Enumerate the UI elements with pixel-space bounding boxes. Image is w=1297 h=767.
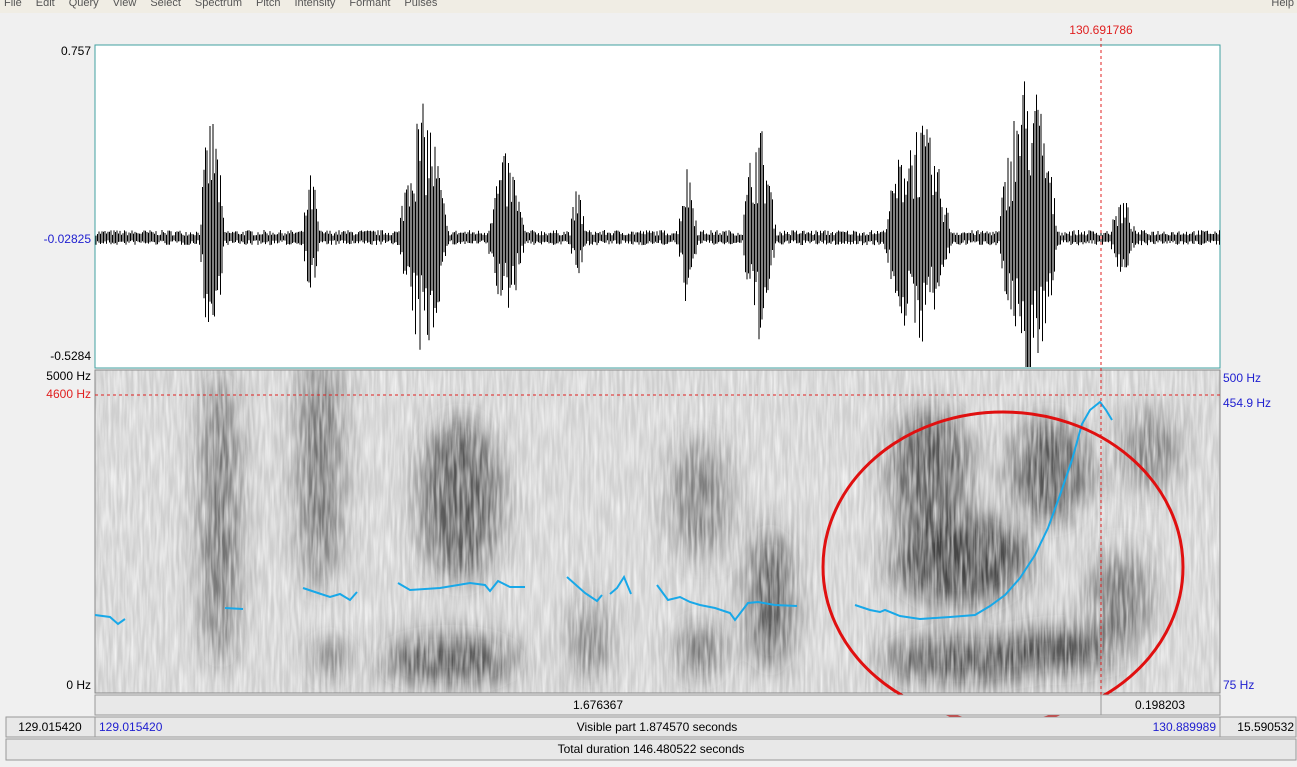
wave-max: 0.757 — [61, 44, 91, 58]
selection-right: 0.198203 — [1135, 698, 1185, 712]
visible-end: 130.889989 — [1153, 720, 1217, 734]
total-duration: Total duration 146.480522 seconds — [558, 742, 745, 756]
menu-item[interactable]: Edit — [36, 0, 55, 9]
spec-cursor: 4600 Hz — [46, 387, 91, 401]
spectrogram — [95, 370, 1220, 693]
menu-item[interactable]: Pulses — [404, 0, 438, 9]
visible-part: Visible part 1.874570 seconds — [577, 720, 738, 734]
cursor-time: 130.691786 — [1069, 23, 1133, 37]
pitch-piece — [302, 587, 358, 602]
outer-left: 129.015420 — [18, 720, 82, 734]
selection-right-bar[interactable] — [1100, 694, 1221, 716]
pitch-cursor: 454.9 Hz — [1223, 396, 1271, 410]
selection-left: 1.676367 — [573, 698, 623, 712]
outer-right: 15.590532 — [1237, 720, 1294, 734]
total-bar[interactable] — [5, 738, 1297, 761]
outer-right-bar[interactable] — [1219, 716, 1297, 738]
pitch-piece — [397, 579, 525, 593]
waveform — [95, 81, 1220, 367]
menu-item[interactable]: Query — [69, 0, 99, 9]
menu-item[interactable]: Spectrum — [195, 0, 242, 9]
menu-item[interactable]: Pitch — [256, 0, 280, 9]
wave-min: -0.5284 — [50, 349, 91, 363]
spectrogram-frame — [94, 369, 1221, 694]
pitch-piece — [94, 614, 126, 626]
pitch-piece — [566, 576, 603, 603]
pitch-bottom: 75 Hz — [1223, 678, 1254, 692]
menu-item[interactable]: Intensity — [294, 0, 335, 9]
pitch-contour — [94, 400, 1113, 626]
wave-mid: -0.02825 — [44, 232, 92, 246]
pitch-piece — [224, 607, 244, 610]
menu-item[interactable]: File — [4, 0, 22, 9]
menu-bar — [0, 0, 1297, 13]
spec-bottom: 0 Hz — [66, 678, 91, 692]
spec-top: 5000 Hz — [46, 369, 91, 383]
menu: File Edit Query View Select Spectrum Pitch Inte… — [4, 0, 1294, 9]
pitch-piece — [609, 574, 632, 595]
menu-item[interactable]: Formant — [349, 0, 390, 9]
pitch-top: 500 Hz — [1223, 371, 1261, 385]
menu-item[interactable]: Select — [150, 0, 181, 9]
menu-item[interactable]: View — [113, 0, 137, 9]
visible-start: 129.015420 — [99, 720, 163, 734]
pitch-piece — [656, 584, 798, 622]
menu-item[interactable]: Help — [1271, 0, 1294, 9]
pitch-piece — [854, 400, 1113, 621]
spectrogram-texture — [95, 370, 1220, 693]
